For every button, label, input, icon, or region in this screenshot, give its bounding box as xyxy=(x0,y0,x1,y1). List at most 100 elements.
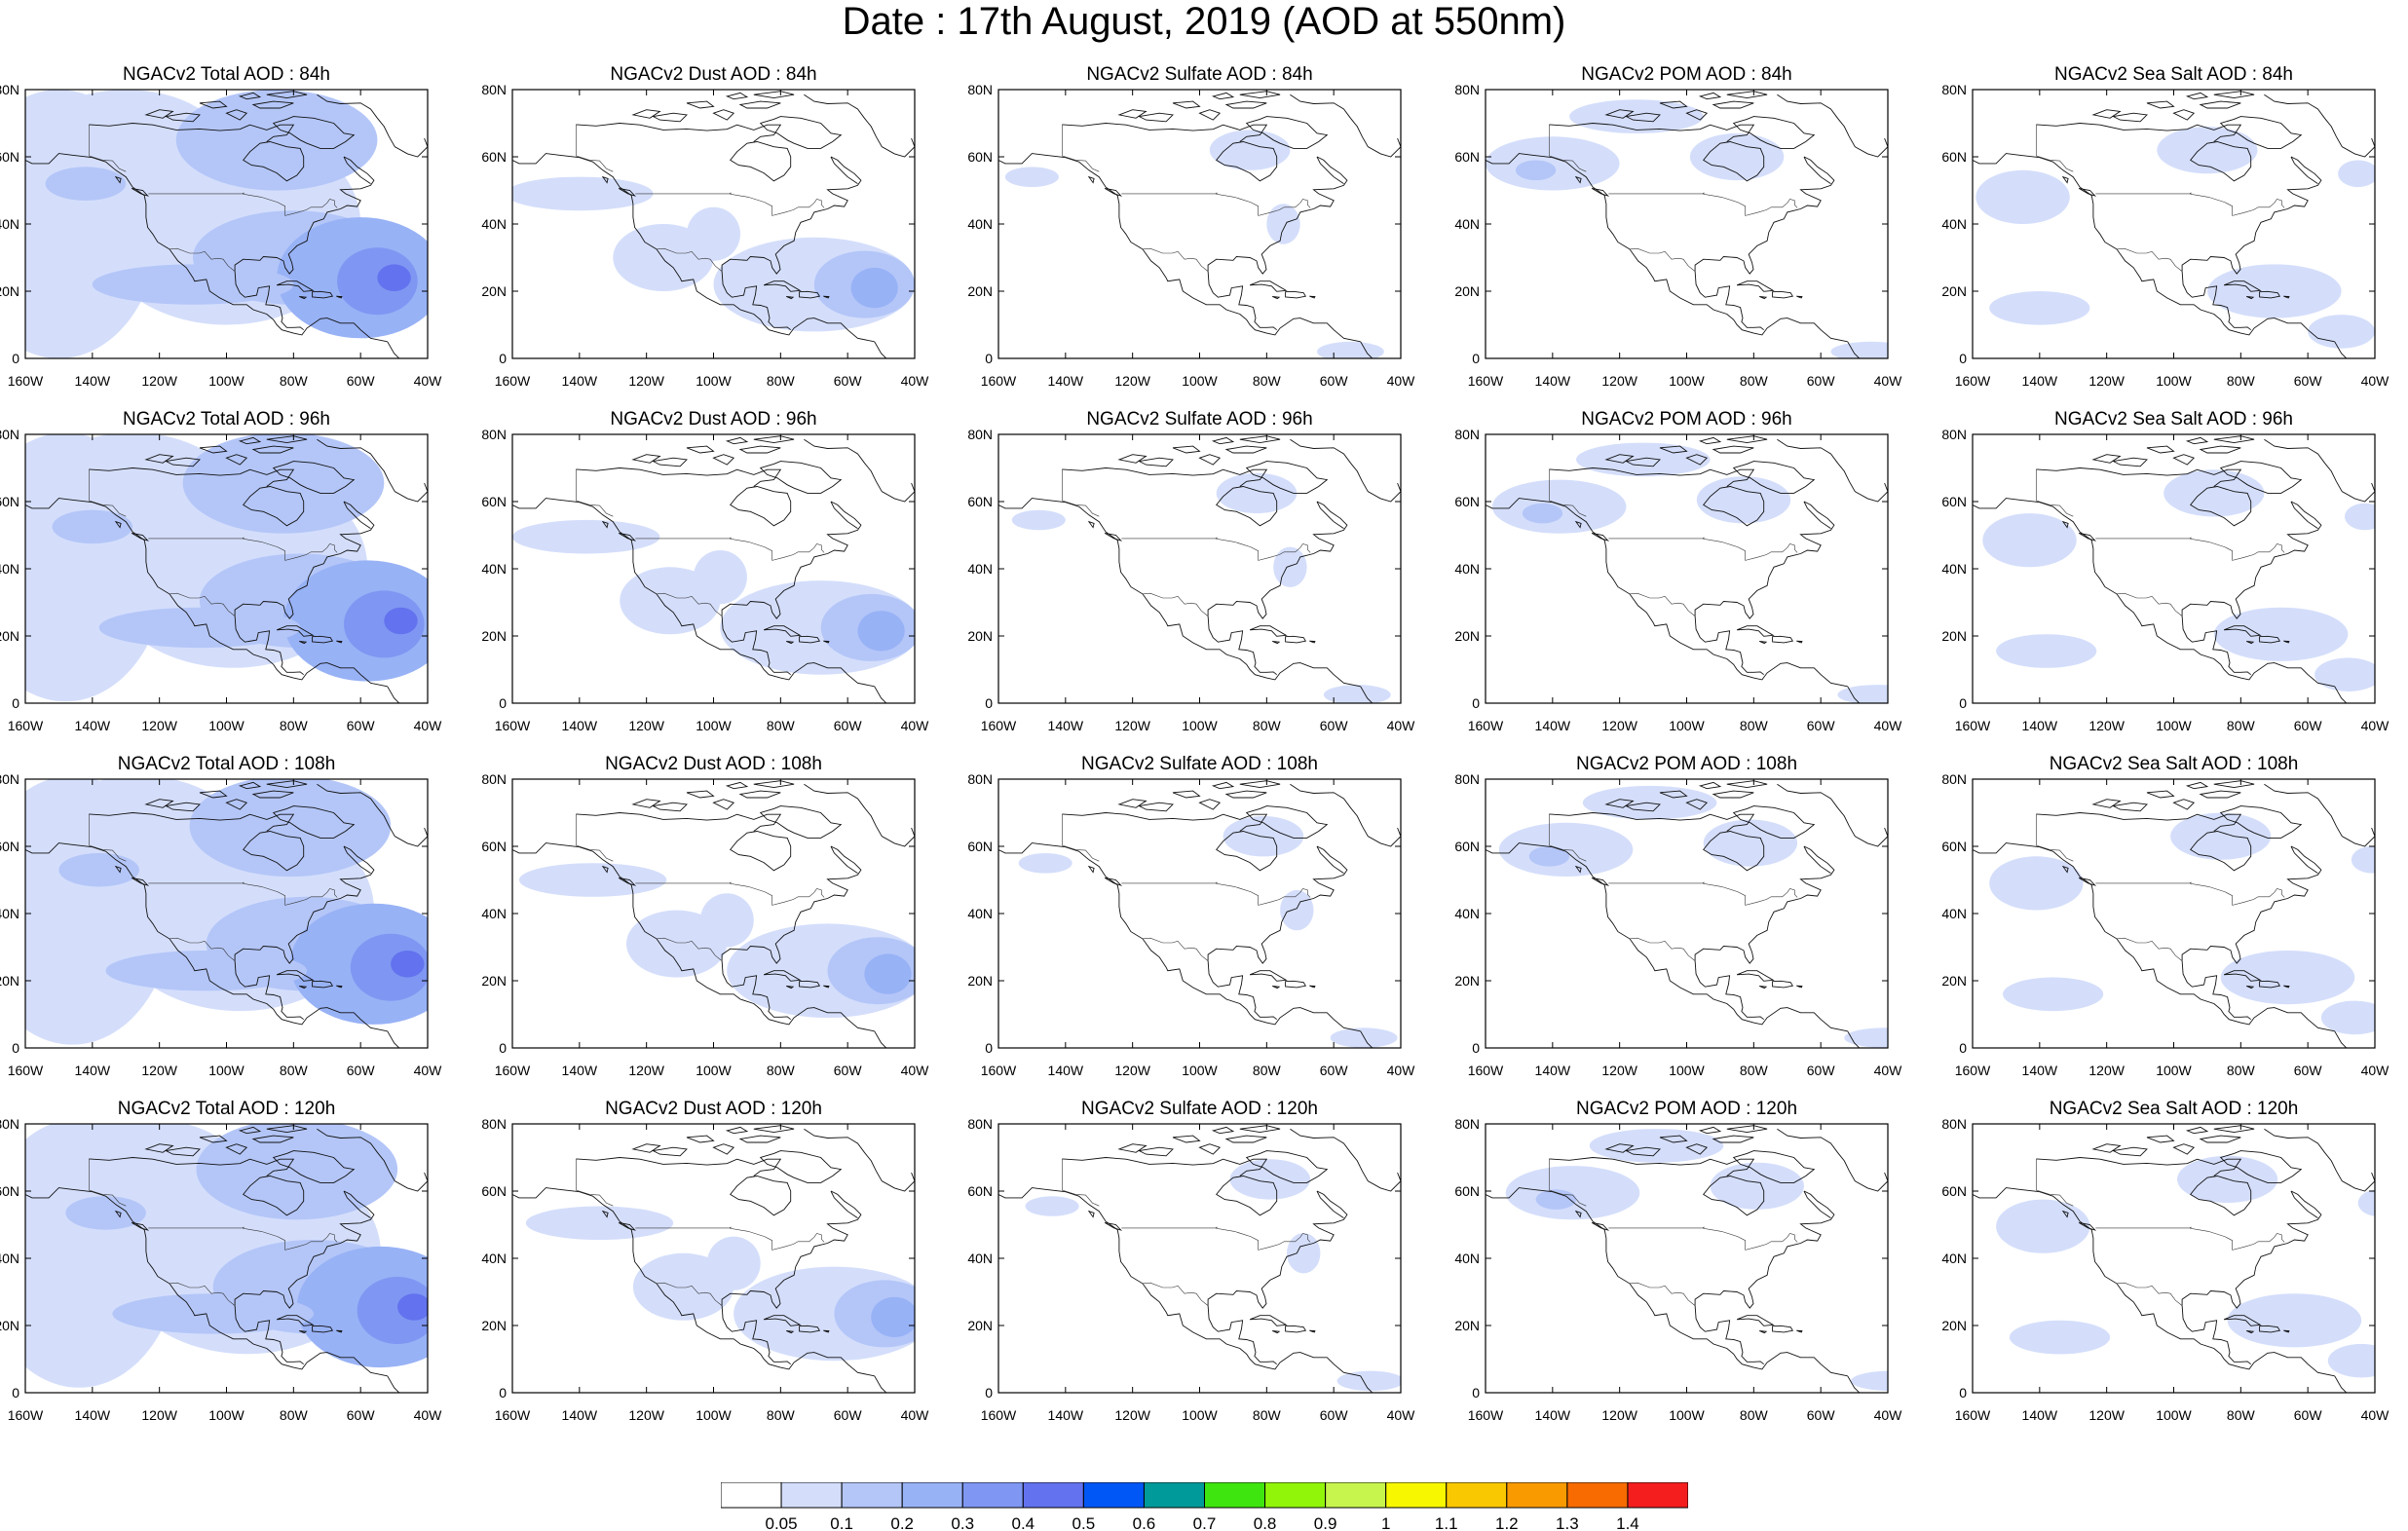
lon-tick-label: 40W xyxy=(1387,1407,1416,1423)
lon-tick-label: 60W xyxy=(2294,1063,2323,1078)
aod-shading xyxy=(2207,264,2342,318)
lat-tick-label: 60N xyxy=(967,494,993,509)
colorbar-label: 1.1 xyxy=(1435,1514,1458,1531)
lon-tick-label: 120W xyxy=(1601,718,1637,733)
coastlines xyxy=(1973,780,2375,1048)
map-svg: 160W 140W 120W 100W 80W 60W 40W 0 20N 40N 60N 80N xyxy=(1941,82,2389,389)
map-panel: NGACv2 POM AOD : 96h 160W 140W 120W 100W 80W 6… xyxy=(1454,409,1953,745)
lon-tick-label: 60W xyxy=(1807,1063,1836,1078)
lon-tick-label: 100W xyxy=(208,1063,245,1078)
lat-tick-label: 80N xyxy=(481,427,507,442)
lat-tick-label: 40N xyxy=(481,1251,507,1266)
lon-tick-label: 40W xyxy=(1387,1063,1416,1078)
lat-tick-label: 0 xyxy=(1472,695,1480,711)
map-axes: 160W 140W 120W 100W 80W 60W 40W 0 20N 40N 60N 80N xyxy=(1454,1116,1902,1423)
coastlines xyxy=(512,91,915,358)
aod-shading xyxy=(1011,509,1066,531)
coastlines xyxy=(1486,91,1888,358)
map-svg: 160W 140W 120W 100W 80W 60W 40W 0 20N 40N 60N 80N xyxy=(0,771,442,1078)
colorbar-label: 1.3 xyxy=(1556,1514,1579,1531)
lat-tick-label: 20N xyxy=(967,973,993,989)
lat-tick-label: 0 xyxy=(985,351,993,366)
lat-tick-label: 60N xyxy=(1454,1183,1480,1199)
political-borders xyxy=(2036,1158,2285,1306)
map-panel: NGACv2 Dust AOD : 84h 160W 140W 120W 100W 80W… xyxy=(481,64,980,400)
lat-tick-label: 20N xyxy=(967,1318,993,1333)
lon-tick-label: 120W xyxy=(141,1063,177,1078)
lon-tick-label: 100W xyxy=(1182,1407,1218,1423)
lat-tick-label: 80N xyxy=(1941,82,1967,97)
map-svg: 160W 140W 120W 100W 80W 60W 40W 0 20N 40N 60N 80N xyxy=(967,1116,1416,1423)
political-borders xyxy=(1549,1158,1798,1306)
aod-field xyxy=(1975,127,2375,349)
lat-tick-label: 80N xyxy=(481,771,507,787)
aod-shading xyxy=(857,611,905,652)
aod-shading xyxy=(2327,1343,2375,1378)
lon-tick-label: 160W xyxy=(1468,373,1504,389)
map-panel: NGACv2 Total AOD : 120h 160W 140W 120W 100W 8… xyxy=(0,1099,493,1435)
lat-tick-label: 0 xyxy=(1472,1040,1480,1056)
lat-tick-label: 20N xyxy=(481,628,507,644)
panel-title: NGACv2 Sulfate AOD : 120h xyxy=(1081,1099,1318,1119)
lat-tick-label: 40N xyxy=(481,906,507,921)
coastlines xyxy=(1486,1125,1888,1393)
lon-tick-label: 100W xyxy=(208,1407,245,1423)
aod-shading xyxy=(1989,291,2090,325)
lon-tick-label: 40W xyxy=(901,373,930,389)
aod-field xyxy=(1982,469,2375,691)
map-axes: 160W 140W 120W 100W 80W 60W 40W 0 20N 40N 60N 80N xyxy=(1941,771,2389,1078)
aod-shading xyxy=(1830,341,1888,358)
colorbar-label: 1.4 xyxy=(1616,1514,1639,1531)
map-panel: NGACv2 Sulfate AOD : 84h 160W 140W 120W 100W… xyxy=(967,64,1466,400)
aod-field xyxy=(25,90,428,358)
lat-tick-label: 60N xyxy=(1941,149,1967,165)
lon-tick-label: 160W xyxy=(1955,1063,1991,1078)
lat-tick-label: 40N xyxy=(1941,216,1967,232)
map-svg: 160W 140W 120W 100W 80W 60W 40W 0 20N 40N 60N 80N xyxy=(1454,82,1902,389)
lon-tick-label: 40W xyxy=(1874,1407,1903,1423)
lon-tick-label: 60W xyxy=(1320,1063,1349,1078)
aod-shading xyxy=(2351,846,2375,874)
aod-shading xyxy=(1576,442,1711,477)
political-borders xyxy=(89,468,338,616)
aod-shading xyxy=(693,550,747,605)
lon-tick-label: 120W xyxy=(2088,1063,2125,1078)
aod-shading xyxy=(864,953,912,994)
lon-tick-label: 120W xyxy=(1601,1407,1637,1423)
colorbar-label: 0.7 xyxy=(1193,1514,1217,1531)
lat-tick-label: 40N xyxy=(0,561,19,577)
coastlines xyxy=(512,1125,915,1393)
panel-title: NGACv2 Sea Salt AOD : 84h xyxy=(2053,64,2293,85)
map-panel: NGACv2 Sea Salt AOD : 96h 160W 140W 120W 100… xyxy=(1941,409,2408,745)
lon-tick-label: 160W xyxy=(495,1407,531,1423)
political-borders xyxy=(89,1158,338,1306)
lat-tick-label: 0 xyxy=(12,351,19,366)
lon-tick-label: 80W xyxy=(767,1407,796,1423)
lon-tick-label: 160W xyxy=(1955,373,1991,389)
colorbar-swatch xyxy=(1325,1482,1387,1509)
lat-tick-label: 20N xyxy=(1454,1318,1480,1333)
lat-tick-label: 20N xyxy=(481,1318,507,1333)
lon-tick-label: 140W xyxy=(1535,1063,1571,1078)
lon-tick-label: 140W xyxy=(75,1407,111,1423)
lat-tick-label: 60N xyxy=(0,839,19,854)
lon-tick-label: 100W xyxy=(696,1063,732,1078)
lat-tick-label: 80N xyxy=(481,82,507,97)
lat-tick-label: 20N xyxy=(1454,973,1480,989)
aod-shading xyxy=(1018,853,1072,874)
lat-tick-label: 20N xyxy=(1941,628,1967,644)
lat-tick-label: 60N xyxy=(1454,494,1480,509)
lat-tick-label: 60N xyxy=(481,1183,507,1199)
aod-shading xyxy=(2009,1320,2111,1355)
map-axes: 160W 140W 120W 100W 80W 60W 40W 0 20N 40N 60N 80N xyxy=(0,82,442,389)
map-svg: 160W 140W 120W 100W 80W 60W 40W 0 20N 40N 60N 80N xyxy=(1941,427,2389,733)
colorbar-label: 0.2 xyxy=(890,1514,914,1531)
lon-tick-label: 80W xyxy=(767,718,796,733)
lat-tick-label: 40N xyxy=(1454,1251,1480,1266)
lon-tick-label: 60W xyxy=(347,718,376,733)
lon-tick-label: 40W xyxy=(901,1063,930,1078)
lon-tick-label: 40W xyxy=(901,718,930,733)
lat-tick-label: 20N xyxy=(967,283,993,299)
lat-tick-label: 40N xyxy=(967,906,993,921)
